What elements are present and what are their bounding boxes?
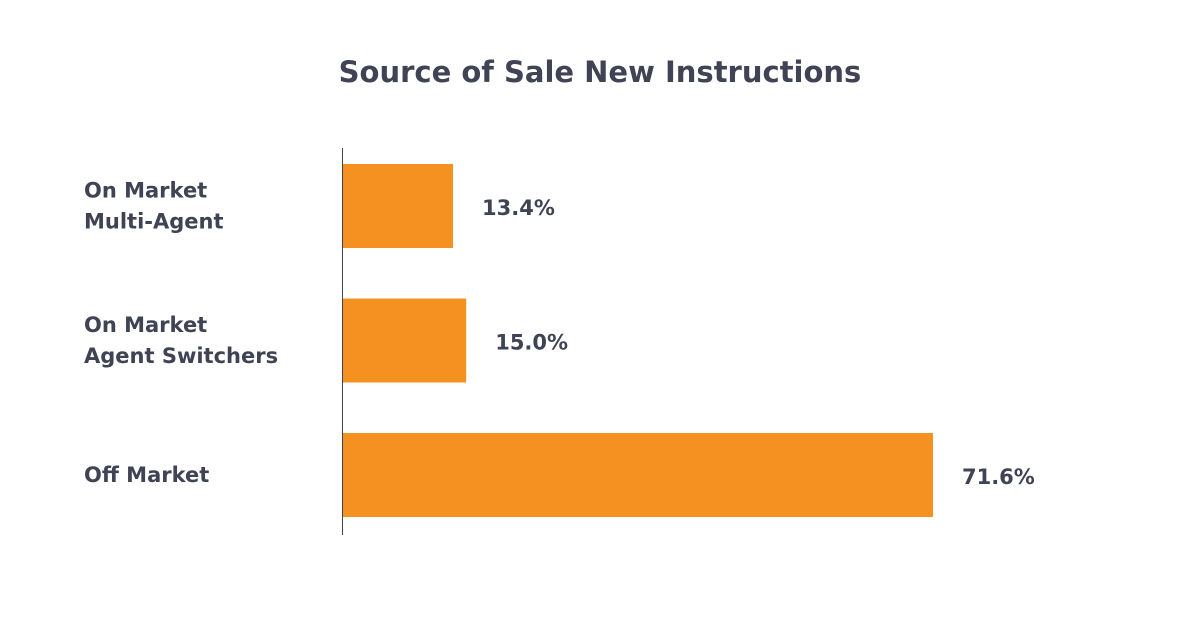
category-label-line: On Market [84, 313, 207, 337]
category-label-line: Agent Switchers [84, 344, 278, 368]
value-label: 15.0% [495, 331, 568, 355]
bar [342, 298, 467, 383]
category-label: Off Market [84, 463, 209, 487]
value-label: 71.6% [962, 465, 1035, 489]
category-label-line: Multi-Agent [84, 210, 224, 234]
bars [342, 164, 933, 517]
category-label: On Market Agent Switchers [84, 313, 278, 368]
value-labels: 13.4% 15.0% 71.6% [482, 196, 1035, 489]
category-labels: On Market Multi-Agent On Market Agent Switc… [84, 179, 278, 488]
category-label: On Market Multi-Agent [84, 179, 224, 234]
bar [342, 433, 933, 517]
bar [342, 164, 454, 248]
value-label: 13.4% [482, 196, 555, 220]
chart-title: Source of Sale New Instructions [339, 55, 862, 89]
category-label-line: On Market [84, 179, 207, 203]
category-label-line: Off Market [84, 463, 209, 487]
